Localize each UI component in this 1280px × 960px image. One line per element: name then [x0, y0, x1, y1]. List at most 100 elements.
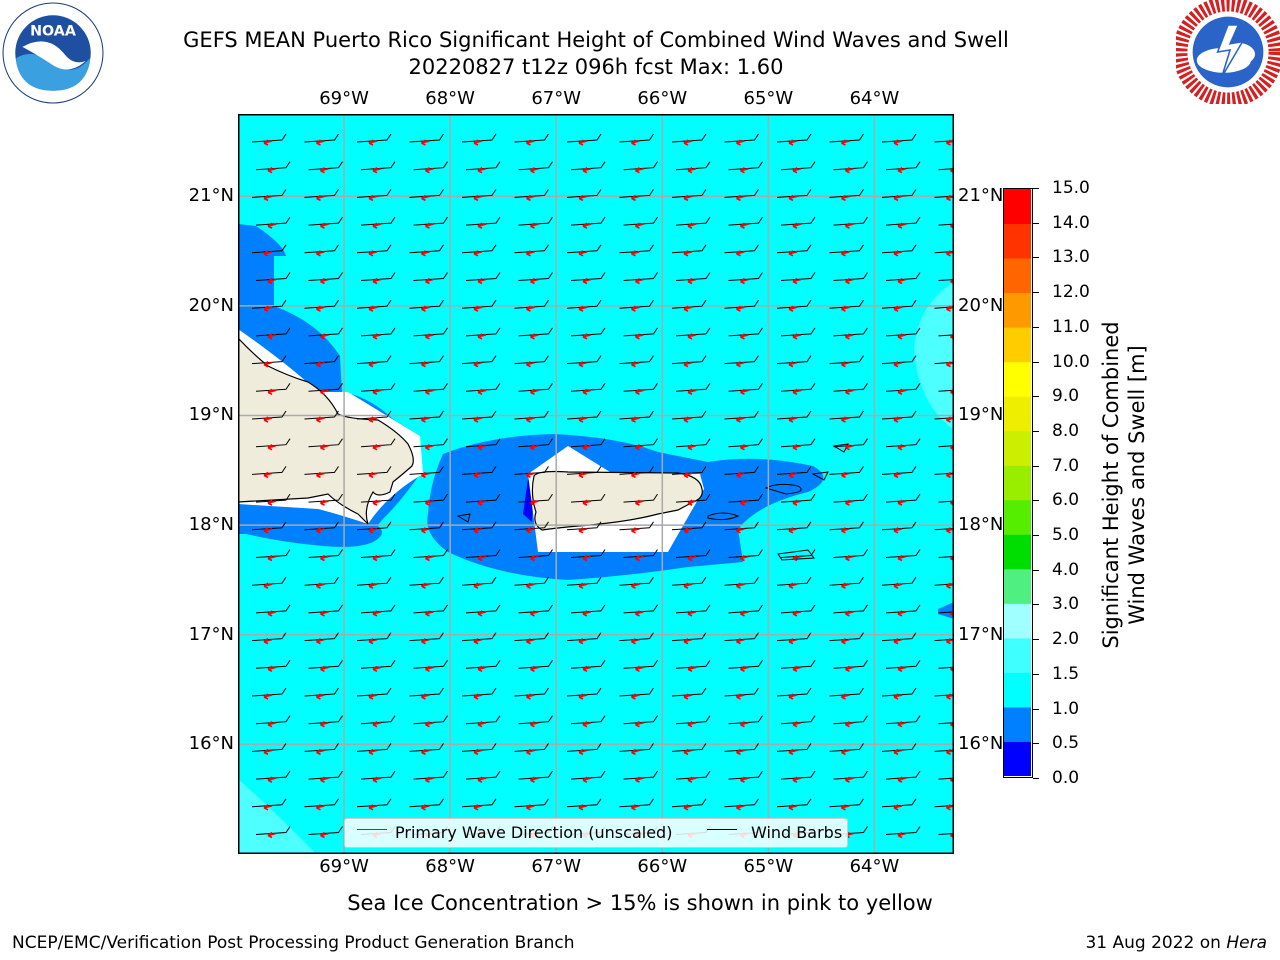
wave-arrow	[267, 776, 277, 783]
wind-barb	[465, 715, 501, 725]
wind-barb	[251, 576, 287, 586]
wind-barb	[413, 383, 448, 392]
wind-barb	[833, 770, 868, 780]
wave-arrow	[425, 333, 434, 340]
wave-arrow	[788, 360, 798, 368]
wind-barb	[409, 410, 444, 420]
wave-arrow	[792, 222, 802, 229]
wind-barb	[776, 798, 812, 808]
wind-barb	[776, 189, 812, 198]
wind-barb	[566, 244, 602, 254]
wind-barb	[566, 521, 602, 531]
wind-barb	[780, 327, 816, 337]
wave-arrow	[368, 416, 378, 423]
wave-arrow	[263, 360, 273, 368]
wind-barb	[413, 161, 448, 171]
wind-barb	[409, 632, 444, 642]
land-st-croix	[777, 549, 815, 561]
land-virgin-islands	[811, 471, 829, 481]
wave-arrow	[263, 693, 273, 700]
wind-barb	[356, 244, 392, 254]
wave-arrow	[845, 610, 854, 617]
footer-machine: Hera	[1226, 933, 1267, 953]
wind-barb	[518, 549, 553, 558]
wind-barb	[514, 299, 549, 309]
wave-contour-light	[238, 779, 316, 854]
wind-barb	[413, 216, 448, 226]
wave-arrow	[897, 499, 907, 506]
wave-arrow	[845, 333, 854, 340]
wave-arrow	[578, 527, 588, 534]
wave-arrow	[526, 471, 535, 479]
wave-arrow	[368, 582, 378, 589]
wind-barb	[304, 687, 339, 697]
wind-barb	[724, 189, 759, 198]
wind-barb	[255, 549, 291, 558]
wind-barb	[671, 743, 707, 752]
wave-arrow	[897, 554, 907, 562]
wind-barb	[356, 189, 392, 198]
wind-barb	[938, 666, 954, 669]
wind-barb	[623, 216, 658, 226]
wind-barb	[780, 493, 816, 503]
wind-barb	[518, 216, 553, 226]
wave-arrow	[897, 222, 907, 229]
wind-barb	[833, 161, 868, 171]
wind-barb	[566, 410, 602, 420]
colorbar-tick-mark	[1033, 535, 1039, 537]
wave-arrow	[841, 250, 850, 257]
wind-barb	[570, 549, 606, 558]
wind-barb	[885, 549, 921, 558]
wind-barb	[623, 438, 658, 448]
wave-contour-light	[914, 282, 954, 430]
wind-barb	[360, 161, 396, 171]
wave-arrow	[473, 250, 483, 257]
wave-arrow	[788, 194, 798, 202]
wind-barb	[356, 632, 392, 642]
wave-arrow	[320, 831, 329, 839]
wind-barb	[465, 438, 501, 448]
wind-barb	[881, 355, 917, 365]
wave-arrow	[792, 333, 802, 340]
wind-barb	[776, 521, 812, 531]
wave-arrow	[792, 776, 802, 783]
colorbar-swatch	[1004, 465, 1031, 501]
wave-arrow	[841, 194, 850, 202]
wave-arrow	[368, 748, 378, 756]
wave-arrow	[582, 610, 592, 617]
wave-arrow	[267, 665, 277, 673]
lon-label-top: 65°W	[743, 88, 794, 109]
wave-arrow	[473, 582, 483, 589]
wave-arrow	[845, 499, 854, 506]
wind-barb	[776, 687, 812, 697]
colorbar-swatch	[1004, 430, 1031, 466]
wave-arrow	[635, 444, 644, 451]
wind-barb	[728, 549, 763, 558]
wind-barb	[833, 216, 868, 226]
wave-arrow	[421, 471, 430, 479]
wave-arrow	[792, 388, 802, 396]
lon-label-top: 67°W	[531, 88, 582, 109]
map-frame	[238, 114, 954, 854]
wind-barb	[356, 355, 392, 365]
wind-barb	[308, 327, 343, 337]
lon-label-top: 69°W	[319, 88, 369, 109]
wind-barb	[623, 161, 658, 171]
wind-barb	[881, 798, 917, 808]
wind-barb	[514, 189, 549, 198]
wave-arrow	[421, 194, 430, 202]
wave-arrow	[897, 665, 907, 673]
wind-barb	[619, 299, 654, 309]
wave-arrow	[578, 250, 588, 257]
wind-barb	[675, 549, 711, 558]
wind-barb	[308, 549, 343, 558]
colorbar-tick-mark	[1033, 257, 1039, 259]
graticule	[238, 114, 954, 854]
wind-barb	[255, 383, 291, 392]
wave-arrow	[683, 139, 693, 146]
wave-arrow	[893, 693, 903, 700]
wind-barb	[671, 687, 707, 697]
wave-arrow	[530, 444, 539, 451]
wind-barb	[675, 216, 711, 226]
wave-arrow	[845, 721, 854, 728]
